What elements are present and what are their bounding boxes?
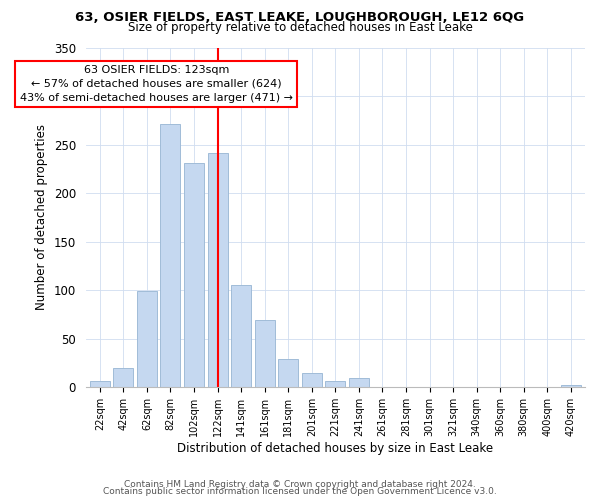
Bar: [278, 359, 298, 388]
Bar: [160, 124, 181, 388]
Bar: [561, 386, 581, 388]
Bar: [137, 291, 157, 388]
Bar: [208, 154, 227, 388]
Text: 63 OSIER FIELDS: 123sqm
← 57% of detached houses are smaller (624)
43% of semi-d: 63 OSIER FIELDS: 123sqm ← 57% of detache…: [20, 65, 293, 103]
Text: Contains HM Land Registry data © Crown copyright and database right 2024.: Contains HM Land Registry data © Crown c…: [124, 480, 476, 489]
Text: Contains public sector information licensed under the Open Government Licence v3: Contains public sector information licen…: [103, 487, 497, 496]
Bar: [325, 380, 346, 388]
Bar: [231, 286, 251, 388]
Bar: [90, 380, 110, 388]
Bar: [184, 163, 204, 388]
Text: 63, OSIER FIELDS, EAST LEAKE, LOUGHBOROUGH, LE12 6QG: 63, OSIER FIELDS, EAST LEAKE, LOUGHBOROU…: [76, 11, 524, 24]
Bar: [349, 378, 369, 388]
Bar: [254, 320, 275, 388]
Text: Size of property relative to detached houses in East Leake: Size of property relative to detached ho…: [128, 22, 472, 35]
Bar: [113, 368, 133, 388]
Y-axis label: Number of detached properties: Number of detached properties: [35, 124, 48, 310]
X-axis label: Distribution of detached houses by size in East Leake: Distribution of detached houses by size …: [177, 442, 493, 455]
Bar: [302, 373, 322, 388]
